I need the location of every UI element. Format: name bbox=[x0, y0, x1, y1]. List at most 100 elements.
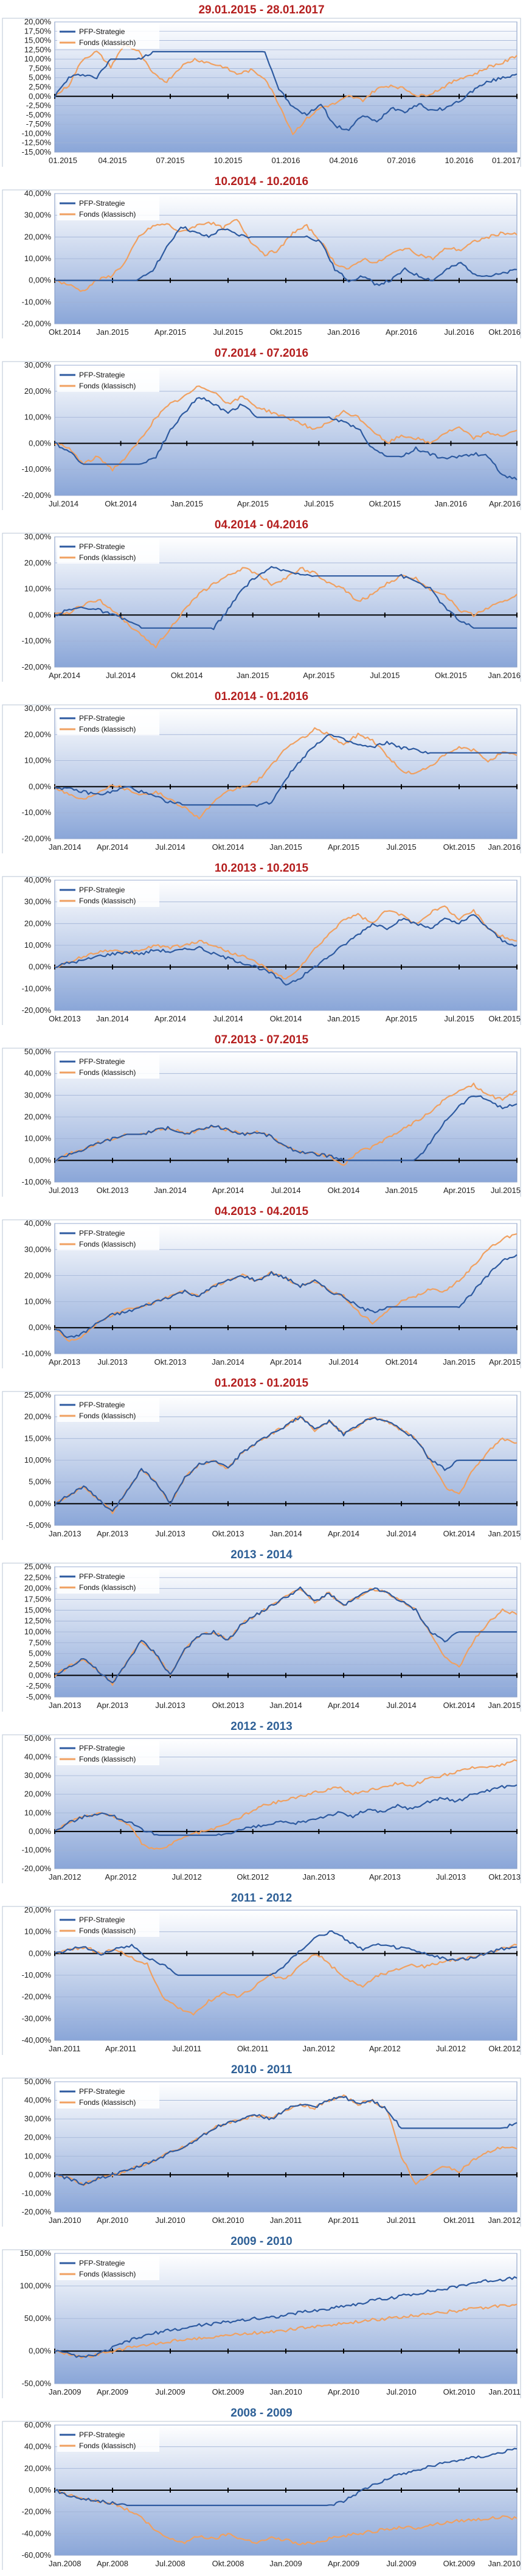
legend bbox=[57, 1054, 159, 1079]
y-tick-label: -40,00% bbox=[22, 2035, 52, 2045]
legend-label: Fonds (klassisch) bbox=[79, 1240, 136, 1248]
y-tick-label: -20,00% bbox=[22, 1864, 52, 1873]
y-tick-label: -10,00% bbox=[22, 464, 52, 474]
y-tick-label: 50,00% bbox=[24, 2314, 52, 2323]
y-tick-label: 30,00% bbox=[24, 2114, 52, 2123]
chart-panel: 10.2014 - 10.2016 -20,00% -10,00% 0,00% 10,0… bbox=[0, 172, 523, 343]
x-tick-label: Okt.2010 bbox=[443, 2387, 476, 2396]
y-tick-label: 0,00% bbox=[29, 1827, 51, 1836]
y-tick-label: 12,50% bbox=[24, 45, 52, 54]
x-tick-label: Jan.2009 bbox=[269, 2559, 302, 2568]
y-tick-label: 5,00% bbox=[29, 1477, 51, 1486]
chart-title: 04.2014 - 04.2016 bbox=[214, 519, 309, 531]
chart-panel: 01.2013 - 01.2015 -5,00% 0,00% 5,00% 10,00% 1… bbox=[0, 1373, 523, 1545]
y-tick-label: 0,00% bbox=[29, 91, 51, 100]
y-tick-label: 20,00% bbox=[24, 558, 52, 567]
chart-panel: 2009 - 2010 -50,00% 0,00% 50,00% 100,00% 150,… bbox=[0, 2231, 523, 2403]
y-tick-label: 30,00% bbox=[24, 897, 52, 906]
x-tick-label: Jul.2014 bbox=[106, 671, 136, 680]
legend-label: PFP-Strategie bbox=[79, 1229, 125, 1237]
x-tick-label: Okt.2011 bbox=[237, 2044, 269, 2053]
y-tick-label: 50,00% bbox=[24, 2077, 52, 2086]
chart-panel: 07.2014 - 07.2016 -20,00% -10,00% 0,00% 10,0… bbox=[0, 343, 523, 515]
chart-panel: 2010 - 2011 -20,00% -10,00% 0,00% 10,00% 20,0… bbox=[0, 2060, 523, 2231]
x-tick-label: Apr.2011 bbox=[105, 2044, 136, 2053]
y-tick-label: 50,00% bbox=[24, 1047, 52, 1056]
x-tick-label: Apr.2014 bbox=[328, 1701, 359, 1710]
y-tick-label: -10,00% bbox=[22, 1349, 52, 1358]
legend bbox=[57, 1398, 159, 1422]
x-tick-label: Apr.2014 bbox=[212, 1186, 244, 1195]
chart-title: 10.2014 - 10.2016 bbox=[214, 175, 309, 188]
series-line-strategy bbox=[54, 1930, 518, 1976]
chart-title: 01.2014 - 01.2016 bbox=[214, 690, 309, 703]
x-tick-label: Jan.2012 bbox=[49, 1872, 81, 1881]
x-tick-label: Jul.2015 bbox=[386, 842, 416, 852]
y-tick-label: 20,00% bbox=[24, 1412, 52, 1421]
x-tick-label: Apr.2014 bbox=[270, 1357, 302, 1367]
y-tick-label: -20,00% bbox=[22, 491, 52, 500]
y-tick-label: 10,00% bbox=[24, 940, 52, 950]
y-tick-label: 40,00% bbox=[24, 2442, 52, 2451]
x-tick-label: Jul.2009 bbox=[386, 2559, 416, 2568]
legend-label: PFP-Strategie bbox=[79, 1916, 125, 1924]
line-chart: -20,00% -10,00% 0,00% 10,00% 20,00% 30,00% Apr… bbox=[2, 532, 521, 682]
legend bbox=[57, 24, 159, 49]
x-tick-label: Apr.2012 bbox=[369, 2044, 401, 2053]
y-tick-label: -5,00% bbox=[26, 1521, 52, 1530]
legend bbox=[57, 196, 159, 220]
y-tick-label: 10,00% bbox=[24, 1134, 52, 1143]
x-tick-label: Okt.2013 bbox=[212, 1529, 244, 1538]
x-tick-label: Jan.2008 bbox=[49, 2559, 81, 2568]
y-tick-label: 10,00% bbox=[24, 584, 52, 593]
y-tick-label: 0,00% bbox=[29, 2170, 51, 2179]
legend-label: PFP-Strategie bbox=[79, 2431, 125, 2439]
x-tick-label: Okt.2010 bbox=[212, 2216, 244, 2225]
chart-panel: 2013 - 2014 -5,00% -2,50% 0,00% 2,50% 5,00% 7,… bbox=[0, 1545, 523, 1717]
series-line-strategy bbox=[54, 1784, 518, 1836]
series-line-strategy bbox=[54, 2276, 518, 2358]
x-tick-label: Okt.2012 bbox=[488, 2044, 521, 2053]
y-tick-label: 20,00% bbox=[24, 730, 52, 739]
x-tick-label: Jul.2014 bbox=[386, 1701, 416, 1710]
y-tick-label: 10,00% bbox=[24, 1455, 52, 1465]
y-tick-label: 12,50% bbox=[24, 1616, 52, 1625]
x-tick-label: Jul.2010 bbox=[386, 2387, 416, 2396]
x-tick-label: Apr.2015 bbox=[489, 1357, 521, 1367]
legend bbox=[57, 1913, 159, 1937]
x-tick-label: Apr.2015 bbox=[328, 842, 359, 852]
legend-label: Fonds (klassisch) bbox=[79, 1583, 136, 1592]
y-tick-label: -10,00% bbox=[22, 808, 52, 817]
x-tick-label: Jul.2011 bbox=[172, 2044, 201, 2053]
x-tick-label: Jul.2014 bbox=[328, 1357, 358, 1367]
x-tick-label: Jan.2011 bbox=[49, 2044, 81, 2053]
series-line-fund bbox=[54, 1587, 518, 1686]
legend-label: PFP-Strategie bbox=[79, 2087, 125, 2096]
line-chart: -50,00% 0,00% 50,00% 100,00% 150,00% Jan.2009… bbox=[2, 2249, 521, 2398]
y-tick-label: 0,00% bbox=[29, 1670, 51, 1679]
x-tick-label: Okt.2014 bbox=[328, 1186, 360, 1195]
line-chart: -20,00% -10,00% 0,00% 10,00% 20,00% 30,00% 40,… bbox=[2, 189, 521, 338]
y-tick-label: 10,00% bbox=[24, 254, 52, 263]
x-tick-label: Jan.2016 bbox=[488, 671, 521, 680]
chart-panel: 07.2013 - 07.2015 -10,00% 0,00% 10,00% 20,00… bbox=[0, 1030, 523, 1202]
line-chart: -5,00% 0,00% 5,00% 10,00% 15,00% 20,00% 25,00%… bbox=[2, 1390, 521, 1540]
x-tick-label: Apr.2013 bbox=[97, 1529, 128, 1538]
x-tick-label: Okt.2014 bbox=[443, 1529, 476, 1538]
series-line-fund bbox=[54, 2303, 518, 2359]
line-chart: -5,00% -2,50% 0,00%2,50% 5,00% 7,50% 10,00% 12… bbox=[2, 1562, 521, 1712]
x-tick-label: Okt.2008 bbox=[212, 2559, 244, 2568]
series-line-strategy bbox=[54, 1254, 518, 1339]
x-tick-label: Okt.2015 bbox=[443, 842, 476, 852]
x-tick-label: Jan.2010 bbox=[269, 2387, 302, 2396]
x-tick-label: Jan.2011 bbox=[488, 2387, 521, 2396]
y-tick-label: -10,00% bbox=[22, 128, 52, 138]
x-tick-label: Jul.2013 bbox=[49, 1186, 78, 1195]
x-tick-label: Jul.2013 bbox=[155, 1529, 185, 1538]
x-tick-label: Jan.2015 bbox=[327, 1014, 360, 1023]
x-tick-label: Apr.2009 bbox=[97, 2387, 128, 2396]
x-tick-label: Jan.2014 bbox=[154, 1186, 187, 1195]
x-tick-label: Apr.2013 bbox=[49, 1357, 80, 1367]
legend bbox=[57, 1741, 159, 1765]
series-line-fund bbox=[54, 2094, 518, 2186]
